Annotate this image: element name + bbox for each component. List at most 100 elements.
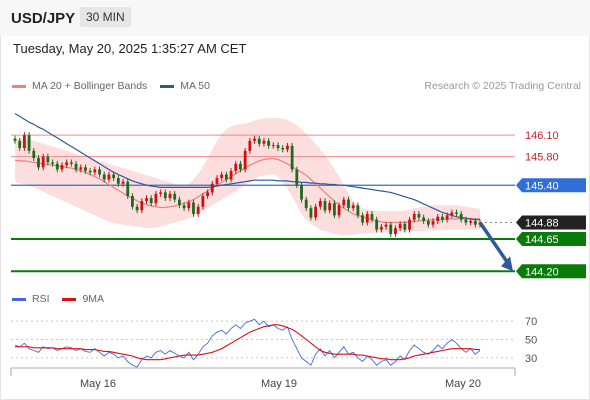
- candle-body: [224, 174, 228, 180]
- level-tag-144.65: [516, 232, 586, 246]
- candle-body: [375, 219, 379, 230]
- forecast-arrow-head: [501, 256, 513, 272]
- candle-body: [455, 212, 458, 214]
- candle-body: [262, 140, 266, 144]
- candle-body: [323, 201, 327, 211]
- legend-item-ma50: MA 50: [160, 80, 210, 92]
- candle-body: [173, 193, 177, 200]
- level-label-144.88: 144.88: [525, 218, 559, 230]
- candle-body: [248, 140, 252, 151]
- candle-body: [459, 213, 463, 220]
- price-panel: 146.10 145.80 145.40 144.88 144.65 144.20: [11, 113, 586, 279]
- candle-body: [370, 213, 374, 220]
- legend-label-9ma: 9MA: [82, 293, 105, 305]
- level-label-145.80: 145.80: [525, 152, 559, 164]
- forecast-arrow-shaft: [478, 221, 510, 265]
- candle-body: [196, 206, 200, 214]
- candle-body: [187, 202, 191, 209]
- rsi-legend: RSI 9MA: [12, 293, 114, 305]
- candle-body: [347, 199, 350, 209]
- candle-body: [408, 219, 411, 230]
- level-label-146.10: 146.10: [525, 130, 559, 142]
- rsi-tick-label: 30: [525, 353, 537, 365]
- candle-body: [361, 215, 364, 223]
- level-label-144.20: 144.20: [525, 266, 559, 278]
- time-axis: May 16 May 19 May 20: [10, 367, 516, 390]
- candle-body: [22, 135, 26, 148]
- candle-body: [318, 201, 322, 207]
- level-tag-145.40: [516, 178, 586, 193]
- candle-body: [37, 158, 40, 168]
- candle-body: [384, 224, 388, 227]
- candle-body: [177, 199, 181, 206]
- candle-body: [55, 163, 59, 170]
- candle-body: [93, 169, 97, 173]
- candle-body: [84, 167, 87, 171]
- candle-body: [201, 196, 205, 207]
- candle-body: [436, 216, 440, 222]
- candle-body: [112, 174, 116, 179]
- candle-body: [69, 162, 73, 164]
- ma20-line: [14, 158, 480, 224]
- level-tag-144.20: [516, 264, 586, 279]
- timeframe-badge[interactable]: 30 MIN: [80, 7, 131, 27]
- candle-body: [229, 170, 233, 180]
- candle-body: [41, 156, 45, 168]
- legend-swatch-ma50: [160, 84, 175, 88]
- candle-body: [46, 156, 50, 163]
- candle-body: [450, 212, 454, 216]
- legend-swatch-9ma: [62, 297, 77, 301]
- candle-body: [27, 135, 31, 151]
- candle-body: [276, 145, 280, 148]
- candle-body: [149, 198, 153, 204]
- candle-body: [422, 217, 426, 222]
- time-tick-label: May 19: [261, 378, 297, 390]
- candle-body: [168, 193, 172, 199]
- candle-body: [351, 205, 355, 209]
- candle-body: [426, 221, 430, 225]
- legend-swatch-rsi: [12, 297, 26, 301]
- ma50-line: [14, 113, 480, 221]
- legend-item-rsi: RSI: [12, 293, 50, 305]
- candle-body: [464, 219, 468, 223]
- time-tick-label: May 16: [80, 378, 116, 390]
- price-legend: MA 20 + Bollinger Bands MA 50: [12, 80, 220, 92]
- candle-body: [135, 206, 139, 211]
- level-label-145.40: 145.40: [525, 180, 559, 192]
- legend-label-rsi: RSI: [32, 293, 50, 305]
- candle-body: [398, 223, 402, 229]
- candle-body: [473, 221, 477, 225]
- candle-body: [295, 169, 299, 186]
- candle-body: [257, 138, 261, 144]
- time-tick-label: May 20: [445, 378, 481, 390]
- candle-body: [79, 167, 83, 170]
- candle-body: [300, 185, 303, 200]
- candle-body: [13, 138, 17, 141]
- candle-body: [88, 170, 92, 173]
- candle-body: [356, 205, 360, 216]
- candle-body: [145, 198, 148, 202]
- candle-body: [18, 140, 22, 148]
- candle-body: [102, 174, 106, 180]
- candle-body: [107, 174, 111, 180]
- candle-body: [365, 213, 369, 223]
- level-tag-144.88: [516, 215, 586, 230]
- candle-body: [60, 165, 64, 170]
- candle-body: [304, 199, 308, 209]
- timestamp: Tuesday, May 20, 2025 1:35:27 AM CET: [13, 41, 247, 56]
- rsi-tick-label: 50: [525, 335, 537, 347]
- candle-body: [121, 181, 125, 184]
- candle-body: [140, 201, 144, 211]
- candle-body: [469, 221, 473, 223]
- level-label-144.65: 144.65: [525, 234, 559, 246]
- candle-body: [314, 206, 318, 218]
- candle-body: [342, 199, 346, 206]
- candle-body: [412, 213, 416, 220]
- copyright-text: Research © 2025 Trading Central: [424, 80, 581, 92]
- candle-body: [253, 138, 256, 141]
- candle-body: [271, 145, 275, 147]
- candle-body: [309, 208, 313, 218]
- candle-body: [98, 169, 101, 175]
- legend-item-ma20: MA 20 + Bollinger Bands: [12, 80, 147, 92]
